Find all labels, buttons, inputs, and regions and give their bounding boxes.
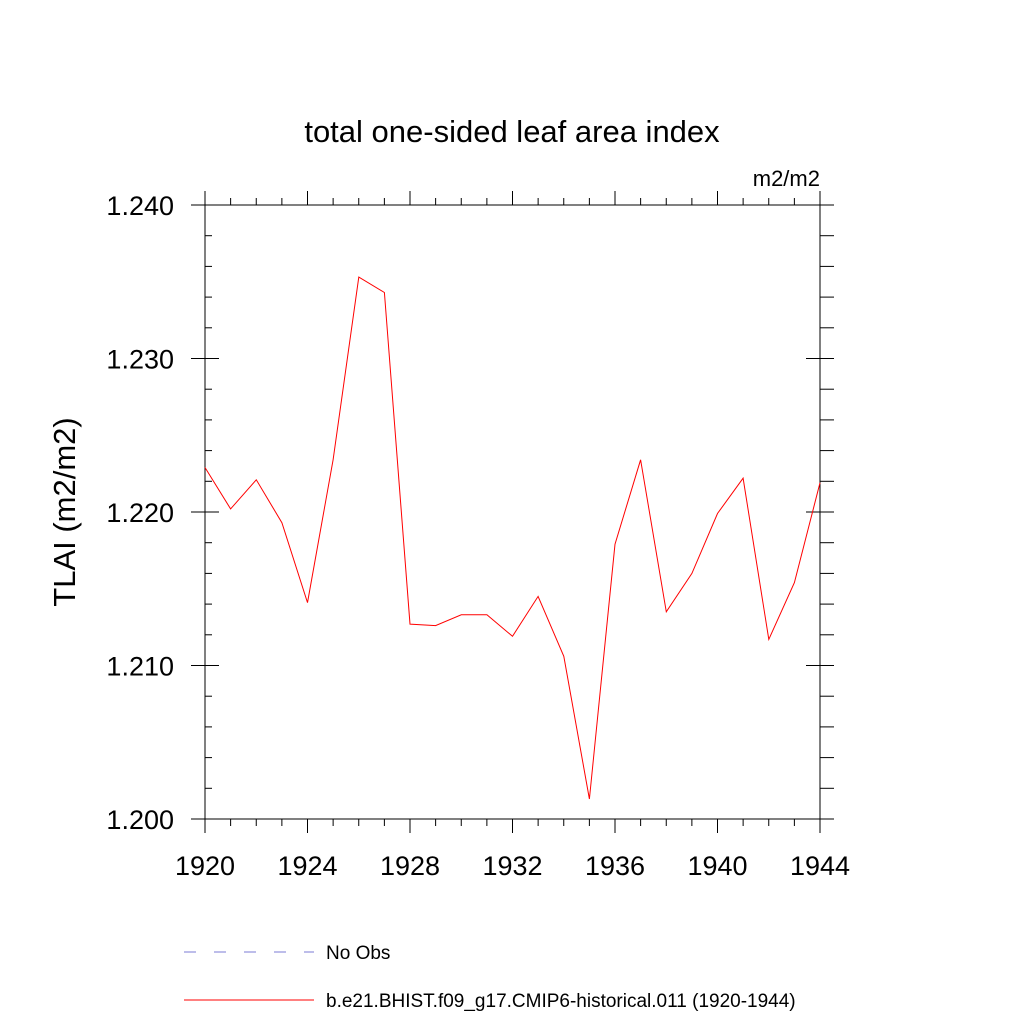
y-tick-label: 1.210 — [106, 652, 174, 682]
x-tick-label: 1932 — [482, 851, 542, 881]
y-axis-label: TLAI (m2/m2) — [47, 417, 82, 606]
axis-ticks — [191, 191, 834, 833]
y-tick-label: 1.200 — [106, 805, 174, 835]
chart-title: total one-sided leaf area index — [304, 114, 720, 149]
x-tick-label: 1940 — [687, 851, 747, 881]
plot-frame — [204, 204, 821, 820]
x-tick-label: 1924 — [277, 851, 337, 881]
legend-label: No Obs — [326, 943, 390, 964]
y-tick-label: 1.220 — [106, 498, 174, 528]
series-line — [204, 276, 821, 800]
y-tick-label: 1.240 — [106, 191, 174, 221]
tick-labels: 1920 1924 1928 1932 1936 1940 1944 1.200 1.210 1.… — [106, 191, 850, 881]
legend-label: b.e21.BHIST.f09_g17.CMIP6-historical.011… — [326, 991, 796, 1012]
x-tick-label: 1944 — [790, 851, 850, 881]
units-label: m2/m2 — [753, 166, 820, 191]
x-tick-label: 1936 — [585, 851, 645, 881]
x-tick-label: 1928 — [380, 851, 440, 881]
legend: No Obs b.e21.BHIST.f09_g17.CMIP6-historic… — [184, 943, 796, 1012]
y-tick-label: 1.230 — [106, 345, 174, 375]
x-tick-label: 1920 — [175, 851, 235, 881]
series-lines — [204, 276, 821, 800]
